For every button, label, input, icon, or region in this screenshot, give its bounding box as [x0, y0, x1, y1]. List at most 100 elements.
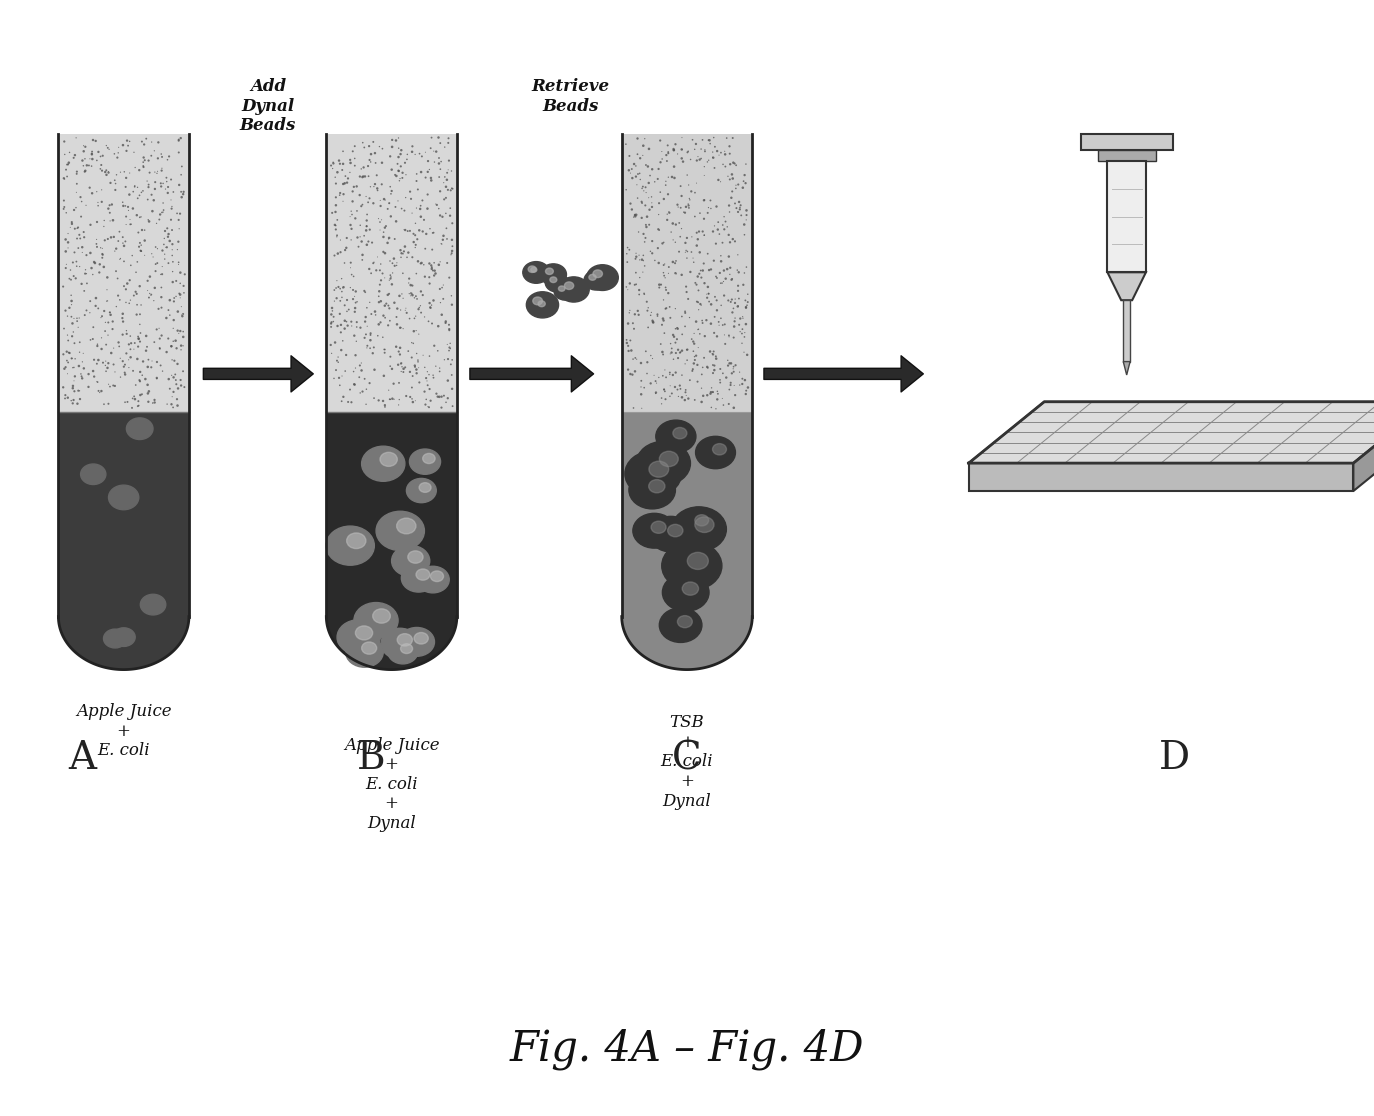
- Point: [431, 231, 453, 249]
- Point: [381, 360, 403, 378]
- Point: [337, 174, 359, 192]
- Point: [386, 308, 408, 326]
- Point: [124, 334, 146, 352]
- Point: [166, 204, 188, 222]
- Point: [651, 367, 673, 385]
- Point: [63, 243, 85, 261]
- Point: [157, 184, 179, 202]
- Point: [364, 360, 386, 378]
- Point: [122, 287, 144, 305]
- Point: [713, 220, 735, 238]
- Circle shape: [526, 264, 547, 280]
- Point: [158, 147, 180, 165]
- Point: [709, 371, 731, 388]
- Point: [690, 141, 712, 158]
- Point: [148, 329, 170, 347]
- Point: [684, 208, 706, 225]
- Point: [686, 292, 708, 310]
- Point: [54, 133, 76, 151]
- Point: [165, 272, 187, 290]
- Point: [706, 327, 728, 345]
- Point: [419, 140, 441, 157]
- Point: [55, 204, 77, 222]
- Point: [89, 239, 111, 257]
- Point: [730, 206, 752, 224]
- Point: [85, 231, 107, 249]
- Point: [662, 253, 684, 271]
- Circle shape: [408, 551, 423, 564]
- Point: [133, 152, 155, 170]
- Point: [633, 378, 655, 396]
- Point: [344, 327, 365, 345]
- Point: [671, 141, 692, 158]
- Point: [631, 209, 653, 227]
- Point: [719, 203, 741, 221]
- Point: [91, 246, 113, 263]
- Point: [78, 156, 100, 174]
- Point: [371, 154, 393, 172]
- Point: [342, 183, 364, 201]
- Point: [409, 304, 431, 321]
- Point: [724, 294, 746, 311]
- Circle shape: [625, 451, 682, 497]
- Point: [624, 205, 646, 223]
- Point: [710, 309, 732, 327]
- Point: [405, 235, 427, 253]
- Point: [166, 355, 188, 373]
- Point: [716, 260, 738, 278]
- Point: [378, 297, 400, 315]
- Point: [401, 367, 423, 385]
- Bar: [1107, 161, 1146, 272]
- Point: [407, 290, 429, 308]
- Point: [151, 203, 173, 221]
- Point: [691, 393, 713, 411]
- Point: [687, 320, 709, 338]
- Point: [349, 167, 371, 185]
- Point: [628, 247, 650, 264]
- Point: [60, 308, 82, 326]
- Point: [363, 254, 385, 272]
- Point: [87, 335, 109, 353]
- Point: [735, 258, 757, 276]
- Point: [401, 143, 423, 161]
- Point: [357, 232, 379, 250]
- Point: [660, 223, 682, 241]
- Point: [77, 378, 99, 396]
- Point: [342, 192, 364, 210]
- Point: [422, 291, 444, 309]
- Point: [653, 381, 675, 398]
- Point: [671, 128, 692, 146]
- Point: [111, 228, 133, 246]
- Point: [684, 352, 706, 369]
- Point: [618, 162, 640, 180]
- Point: [725, 176, 747, 194]
- Point: [631, 378, 653, 396]
- Point: [717, 225, 739, 243]
- Circle shape: [392, 546, 430, 576]
- Point: [140, 185, 162, 203]
- Point: [107, 270, 129, 288]
- Point: [414, 358, 436, 376]
- Point: [91, 340, 113, 358]
- Point: [677, 196, 699, 214]
- Point: [647, 220, 669, 238]
- Point: [714, 335, 736, 353]
- Point: [713, 316, 735, 334]
- Bar: [621, 134, 753, 616]
- Point: [620, 365, 642, 383]
- Point: [717, 167, 739, 185]
- Point: [170, 157, 192, 175]
- Point: [360, 153, 382, 171]
- Point: [669, 344, 691, 362]
- Point: [323, 369, 345, 387]
- Point: [111, 305, 133, 323]
- Circle shape: [381, 452, 397, 466]
- Point: [126, 296, 148, 314]
- Point: [699, 385, 721, 403]
- Point: [365, 261, 387, 279]
- Point: [364, 302, 386, 320]
- Point: [697, 153, 719, 171]
- Point: [438, 269, 460, 287]
- Point: [655, 172, 677, 190]
- Point: [387, 129, 409, 147]
